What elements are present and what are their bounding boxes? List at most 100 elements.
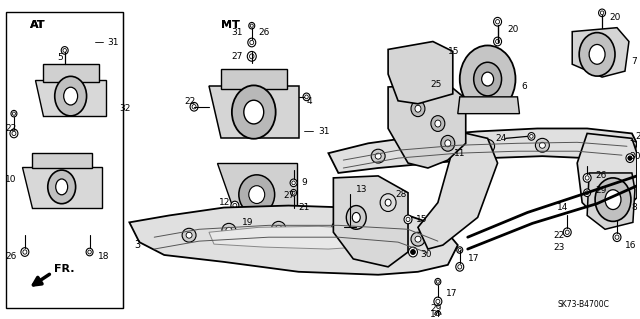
Text: 29: 29 [595, 186, 607, 195]
Text: 22: 22 [5, 124, 16, 133]
Ellipse shape [457, 247, 463, 253]
Text: 8: 8 [631, 203, 637, 212]
Polygon shape [388, 84, 466, 168]
Text: MT: MT [221, 20, 239, 30]
Text: 31: 31 [231, 28, 243, 37]
Ellipse shape [615, 235, 619, 239]
Text: 14: 14 [557, 203, 569, 212]
Text: 30: 30 [420, 250, 431, 259]
Ellipse shape [579, 33, 615, 76]
Ellipse shape [626, 154, 634, 162]
Text: 9: 9 [301, 178, 307, 187]
Ellipse shape [226, 227, 232, 233]
Ellipse shape [415, 236, 421, 242]
Text: 21: 21 [298, 203, 310, 212]
Polygon shape [328, 129, 637, 173]
Ellipse shape [375, 153, 381, 159]
Text: 29: 29 [430, 304, 442, 313]
Ellipse shape [460, 46, 515, 113]
Text: 28: 28 [395, 190, 406, 199]
Text: AT: AT [30, 20, 45, 30]
Ellipse shape [421, 142, 435, 156]
Text: 16: 16 [625, 241, 636, 249]
Text: 20: 20 [609, 13, 620, 22]
Ellipse shape [292, 191, 295, 194]
Text: 7: 7 [631, 57, 637, 66]
Ellipse shape [628, 156, 632, 160]
Text: 27: 27 [284, 191, 295, 200]
Ellipse shape [540, 142, 545, 148]
Ellipse shape [385, 199, 391, 206]
Ellipse shape [276, 225, 282, 231]
Polygon shape [418, 131, 497, 249]
Ellipse shape [21, 248, 29, 256]
Ellipse shape [61, 47, 68, 54]
Text: 11: 11 [454, 149, 465, 158]
Text: 15: 15 [448, 47, 460, 56]
Polygon shape [388, 41, 452, 104]
Ellipse shape [411, 101, 425, 117]
Polygon shape [572, 28, 629, 77]
Ellipse shape [565, 230, 569, 234]
Ellipse shape [425, 146, 431, 152]
Polygon shape [217, 163, 296, 220]
Ellipse shape [622, 148, 628, 154]
Text: 22: 22 [554, 231, 564, 240]
Text: 14: 14 [430, 310, 442, 319]
Text: AT: AT [30, 20, 45, 30]
Polygon shape [35, 80, 106, 115]
Ellipse shape [436, 313, 440, 316]
Ellipse shape [411, 249, 415, 255]
Ellipse shape [23, 250, 27, 254]
Ellipse shape [484, 143, 491, 149]
Ellipse shape [434, 297, 442, 306]
Text: 31: 31 [319, 127, 330, 136]
Ellipse shape [595, 178, 631, 221]
Ellipse shape [383, 197, 393, 208]
Ellipse shape [386, 200, 390, 205]
Ellipse shape [63, 48, 67, 52]
Text: 24: 24 [495, 134, 507, 143]
Text: 3: 3 [134, 240, 140, 250]
Ellipse shape [435, 278, 441, 285]
Text: 22: 22 [184, 97, 195, 106]
Ellipse shape [222, 223, 236, 237]
Ellipse shape [352, 212, 360, 222]
Bar [6, 12, 124, 308]
Text: 19: 19 [242, 218, 253, 227]
Ellipse shape [628, 156, 632, 160]
Ellipse shape [530, 135, 533, 138]
Ellipse shape [249, 22, 255, 29]
Ellipse shape [380, 194, 396, 211]
Ellipse shape [232, 85, 276, 139]
Polygon shape [577, 133, 637, 212]
Text: 20: 20 [508, 25, 519, 34]
Ellipse shape [12, 131, 16, 136]
Ellipse shape [583, 174, 591, 182]
Text: 26: 26 [595, 171, 607, 181]
Ellipse shape [605, 190, 621, 210]
Polygon shape [221, 69, 287, 89]
Ellipse shape [441, 135, 455, 151]
Text: 12: 12 [219, 198, 230, 207]
Ellipse shape [255, 220, 259, 225]
Ellipse shape [411, 232, 425, 246]
Ellipse shape [233, 204, 237, 208]
Ellipse shape [190, 102, 198, 111]
Ellipse shape [563, 228, 572, 237]
Ellipse shape [445, 140, 451, 147]
Ellipse shape [253, 218, 260, 227]
Ellipse shape [431, 115, 445, 131]
Text: 18: 18 [97, 252, 109, 262]
Ellipse shape [305, 95, 308, 99]
Ellipse shape [64, 87, 77, 105]
Ellipse shape [250, 40, 254, 45]
Ellipse shape [436, 280, 440, 283]
Text: 26: 26 [259, 28, 270, 37]
Ellipse shape [600, 11, 604, 15]
Ellipse shape [332, 221, 346, 235]
Ellipse shape [598, 9, 605, 17]
Text: MT: MT [221, 20, 239, 30]
Ellipse shape [192, 105, 196, 109]
Text: SK73-B4700C: SK73-B4700C [557, 300, 609, 309]
